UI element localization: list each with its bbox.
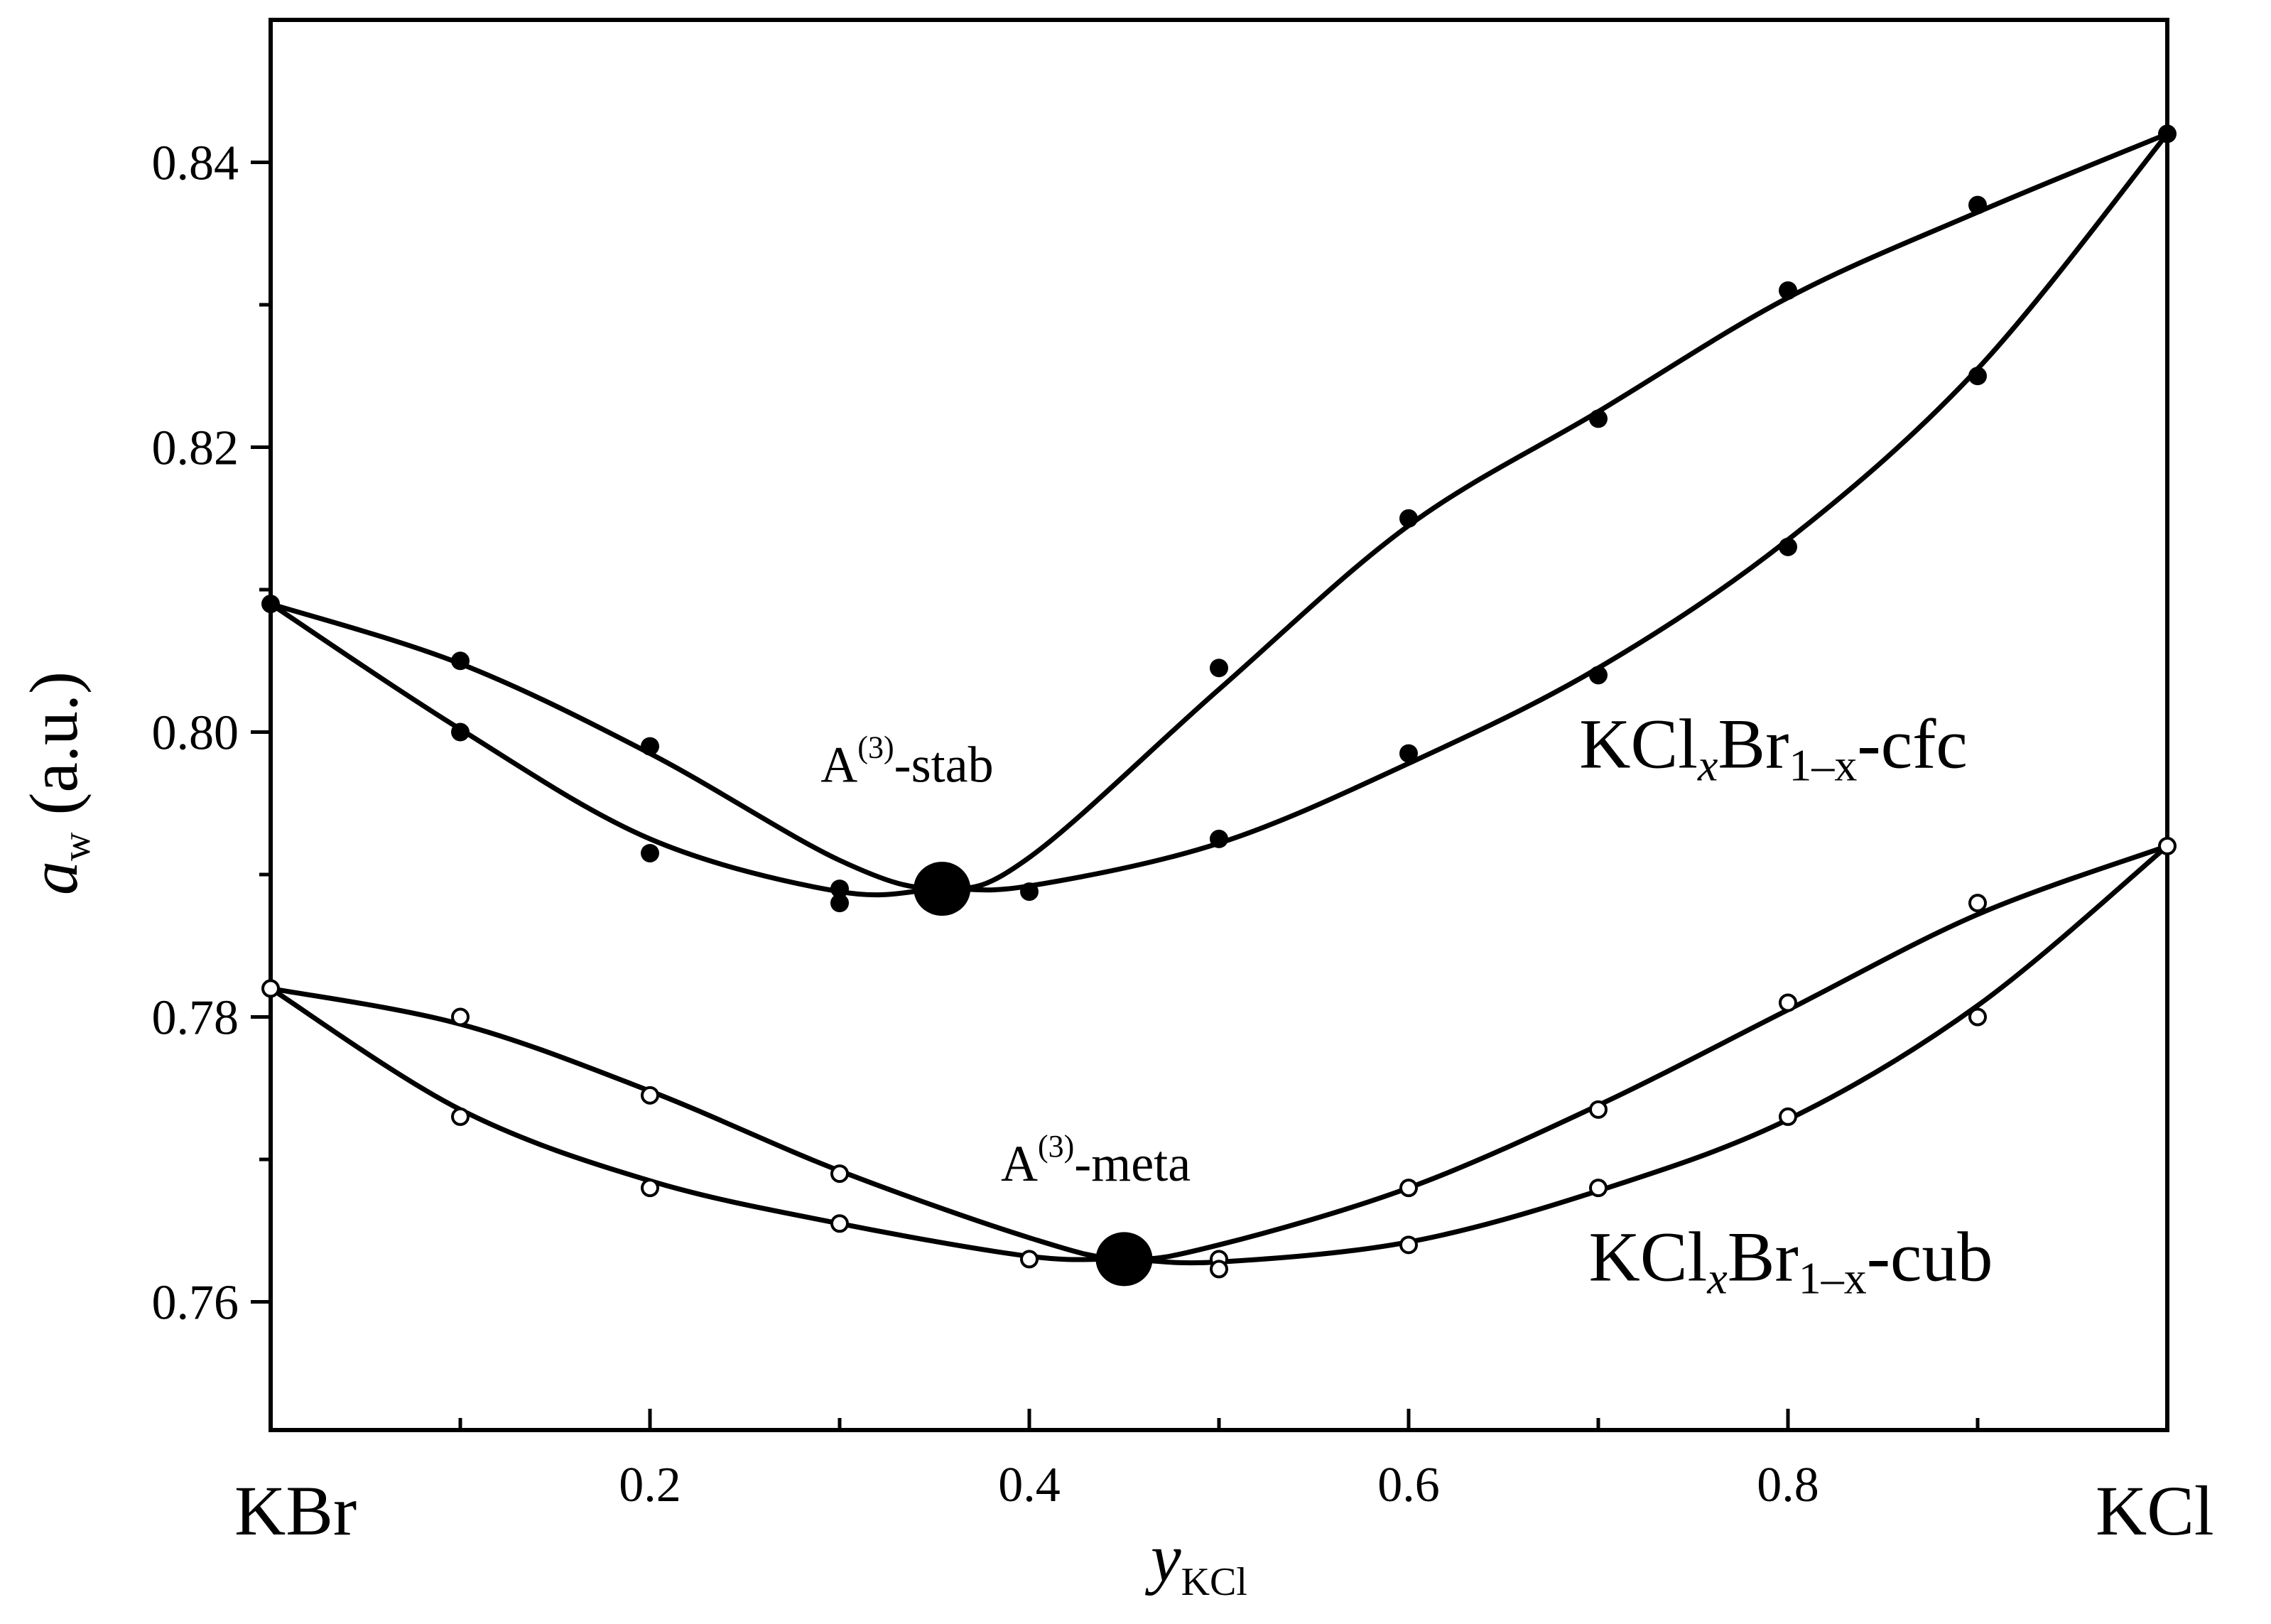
x-tick-label: 0.8 bbox=[1757, 1458, 1819, 1512]
data-point-cub-lower bbox=[1968, 1007, 1987, 1027]
axis-ticks bbox=[251, 161, 1980, 1430]
special-point bbox=[1095, 1232, 1153, 1287]
data-point-cub-lower bbox=[641, 1179, 659, 1198]
x-tick-label: 0.2 bbox=[619, 1458, 681, 1512]
data-point-cfc-lower bbox=[1589, 666, 1608, 685]
data-point-cub-upper bbox=[2158, 836, 2177, 855]
special-point bbox=[914, 862, 971, 916]
data-point-cub-upper bbox=[1399, 1179, 1418, 1198]
x-tick-label: 0.4 bbox=[998, 1458, 1061, 1512]
y-tick-label: 0.76 bbox=[152, 1276, 239, 1331]
x-axis-title: yKCl bbox=[1144, 1520, 1247, 1604]
curve-cfc-upper bbox=[269, 131, 2169, 892]
y-tick-label: 0.78 bbox=[152, 991, 239, 1046]
y-axis-title: aw (a.u.) bbox=[16, 671, 99, 895]
annotation-cfc: KClxBr1–x-cfc bbox=[1579, 705, 1967, 791]
data-point-cfc-upper bbox=[830, 879, 849, 899]
data-point-cfc-lower bbox=[1210, 829, 1228, 848]
data-point-cub-lower bbox=[1020, 1250, 1039, 1269]
annotation-cub: KClxBr1–x-cub bbox=[1589, 1217, 1993, 1303]
data-point-cfc-lower bbox=[641, 843, 659, 862]
y-tick-label: 0.84 bbox=[152, 136, 239, 191]
data-point-cub-lower bbox=[1589, 1179, 1608, 1198]
data-point-cub-upper bbox=[830, 1164, 849, 1184]
data-point-cfc-lower bbox=[451, 722, 470, 742]
data-point-cub-upper bbox=[1589, 1100, 1608, 1119]
data-point-cfc-upper bbox=[641, 737, 659, 756]
data-point-cfc-upper bbox=[261, 595, 280, 614]
data-point-cfc-lower bbox=[1020, 882, 1039, 902]
data-point-cub-upper bbox=[451, 1007, 470, 1027]
data-point-cub-lower bbox=[830, 1214, 849, 1233]
x-tick-label: 0.6 bbox=[1377, 1458, 1440, 1512]
data-point-cub-upper bbox=[641, 1086, 659, 1105]
curve-cub-lower bbox=[269, 844, 2169, 1266]
data-point-cub-lower bbox=[451, 1107, 470, 1126]
annotation-stab: A(3)-stab bbox=[820, 730, 993, 794]
data-point-cub-lower bbox=[1399, 1235, 1418, 1255]
data-point-cub-upper bbox=[1779, 993, 1797, 1012]
data-point-cfc-upper bbox=[1210, 659, 1228, 678]
data-point-cub-lower bbox=[1779, 1107, 1797, 1126]
x-end-label-right: KCl bbox=[2096, 1471, 2214, 1550]
data-point-cfc-lower bbox=[1779, 537, 1797, 556]
data-point-cfc-upper bbox=[1399, 509, 1418, 528]
data-point-cub-upper bbox=[261, 979, 280, 998]
data-point-cfc-lower bbox=[830, 894, 849, 913]
data-point-cfc-lower bbox=[1399, 744, 1418, 763]
data-point-cfc-upper bbox=[1779, 281, 1797, 300]
data-point-cfc-lower bbox=[1968, 367, 1987, 386]
data-point-cub-upper bbox=[1968, 894, 1987, 913]
y-tick-label: 0.82 bbox=[152, 421, 239, 476]
points-layer bbox=[261, 124, 2177, 1287]
y-tick-label: 0.80 bbox=[152, 706, 239, 761]
data-point-cfc-upper bbox=[1589, 409, 1608, 428]
data-point-cfc-upper bbox=[2158, 124, 2177, 144]
curve-cub-upper bbox=[270, 843, 2169, 1262]
curves-layer bbox=[269, 131, 2169, 1266]
labels-layer: 0.2 0.4 0.6 0.8 0.76 0.78 0.80 0.82 0.84 bbox=[152, 136, 1819, 1512]
data-point-cfc-upper bbox=[1968, 195, 1987, 215]
x-end-label-left: KBr bbox=[234, 1471, 357, 1550]
data-point-cub-lower bbox=[1210, 1260, 1228, 1279]
data-point-cfc-upper bbox=[451, 651, 470, 671]
annotation-meta: A(3)-meta bbox=[1001, 1129, 1191, 1192]
